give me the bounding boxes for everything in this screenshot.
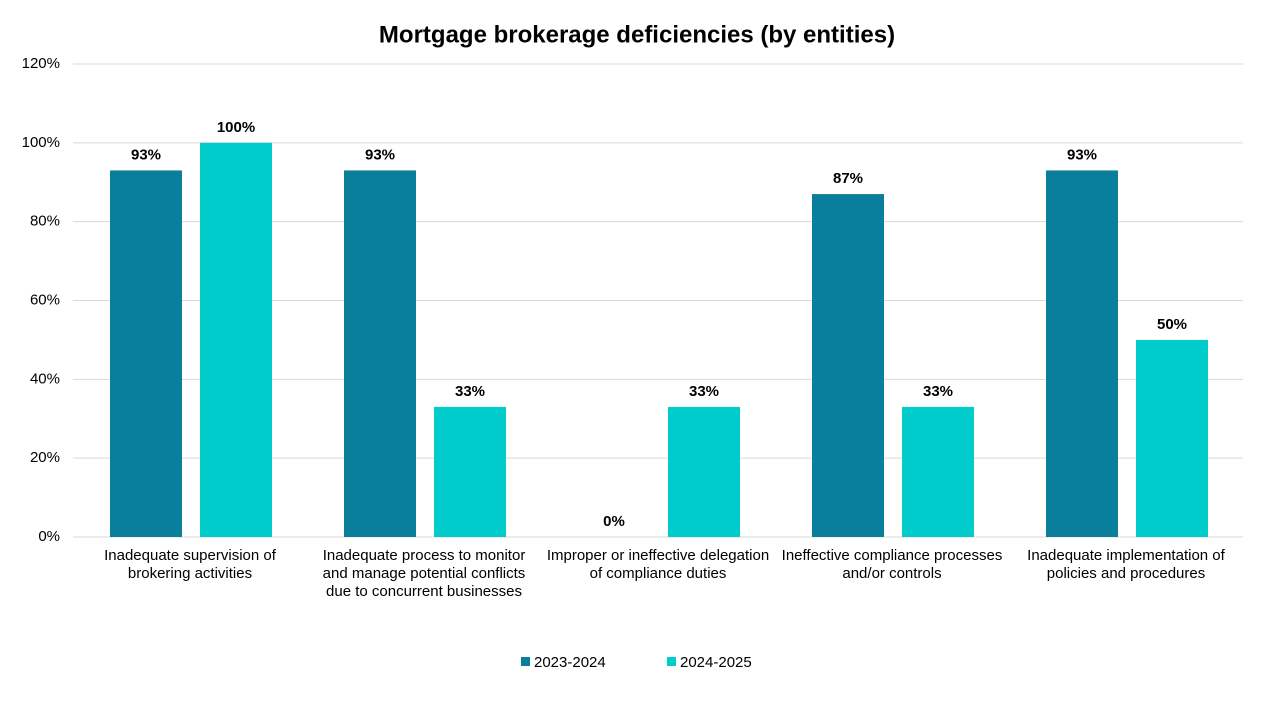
x-tick-label: Inadequate process to monitor and manage… <box>322 547 526 600</box>
legend-swatch <box>521 657 530 666</box>
bar <box>1136 339 1208 537</box>
x-tick-label: Ineffective compliance processes and/or … <box>781 547 1003 582</box>
data-label: 87% <box>833 170 863 187</box>
bar <box>668 406 740 537</box>
y-tick-label: 80% <box>30 213 60 230</box>
bar <box>200 142 272 538</box>
data-label: 100% <box>217 119 255 136</box>
data-label: 0% <box>603 513 625 530</box>
bar <box>434 406 506 537</box>
x-tick-label: Inadequate supervision of brokering acti… <box>104 547 276 582</box>
legend-label: 2023-2024 <box>534 654 606 671</box>
y-tick-label: 40% <box>30 370 60 387</box>
bar <box>110 170 182 538</box>
bar <box>812 194 884 537</box>
data-label: 93% <box>1067 146 1097 163</box>
y-tick-label: 60% <box>30 291 60 308</box>
data-label: 50% <box>1157 316 1187 333</box>
y-tick-label: 120% <box>22 55 60 72</box>
x-tick-label: Inadequate implementation of policies an… <box>1027 547 1225 582</box>
x-tick-label: Improper or ineffective delegation of co… <box>546 547 770 582</box>
data-label: 33% <box>455 383 485 400</box>
legend-label: 2024-2025 <box>680 654 752 671</box>
y-tick-label: 100% <box>22 134 60 151</box>
bar <box>1046 170 1118 538</box>
data-label: 93% <box>365 146 395 163</box>
data-label: 93% <box>131 146 161 163</box>
bar <box>344 170 416 538</box>
legend-swatch <box>667 657 676 666</box>
data-label: 33% <box>689 383 719 400</box>
y-tick-label: 0% <box>38 528 60 545</box>
y-tick-label: 20% <box>30 449 60 466</box>
bar <box>902 406 974 537</box>
chart-title: Mortgage brokerage deficiencies (by enti… <box>379 21 895 48</box>
data-label: 33% <box>923 383 953 400</box>
